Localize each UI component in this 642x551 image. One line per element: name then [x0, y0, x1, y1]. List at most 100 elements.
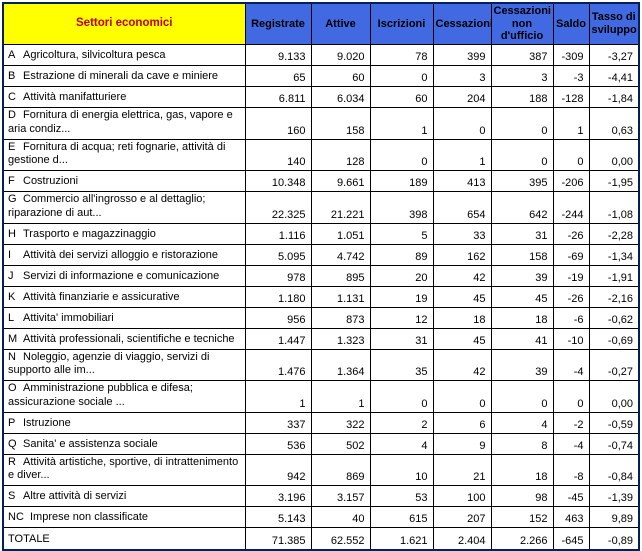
value-cell: 322: [310, 411, 371, 434]
sector-name: Attività finanziarie e assicurative: [23, 290, 180, 303]
table-row: S Altre attività di servizi 3.196 3.157 53 10…: [2, 485, 640, 507]
value-cell: 4: [369, 432, 434, 455]
table-row: L Attivita' immobiliari 956 873 12 18 18 -6 -0,6…: [2, 306, 640, 329]
sector-name: Fornitura di acqua; reti fognarie, attiv…: [8, 140, 226, 167]
sector-name: TOTALE: [8, 533, 50, 546]
value-cell: 41: [490, 327, 554, 350]
value-cell: 9.661: [310, 170, 371, 192]
sector-name: Amministrazione pubblica e difesa; assic…: [8, 382, 193, 408]
value-cell: 0: [490, 107, 554, 140]
value-cell: 2.404: [432, 527, 492, 551]
value-cell: 1.323: [310, 327, 371, 350]
value-cell: 5.143: [244, 506, 312, 528]
value-cell: 21.221: [310, 191, 371, 224]
value-cell: 18: [490, 453, 554, 486]
value-cell: -0,84: [588, 453, 640, 486]
sector-code: NC: [8, 511, 24, 524]
value-cell: -10: [552, 327, 590, 350]
sector-name: Estrazione di minerali da cave e miniere: [23, 70, 219, 83]
value-cell: 128: [310, 138, 371, 171]
value-cell: 0,00: [588, 380, 640, 413]
value-cell: 0: [552, 380, 590, 413]
sector-name: Attività professionali, scientifiche e t…: [23, 332, 235, 345]
table-row: A Agricoltura, silvicoltura pesca 9.133 9.0…: [2, 44, 640, 66]
value-cell: -0,89: [588, 527, 640, 551]
column-header-cessazioni-non-dufficio: Cessazioni non d'ufficio: [490, 2, 554, 45]
value-cell: 100: [432, 485, 492, 507]
table-row: D Fornitura di energia elettrica, gas, va…: [2, 107, 640, 140]
header-row: Settori economici Registrate Attive Iscr…: [2, 2, 640, 45]
sector-label: I Attività dei servizi alloggio e ristora…: [2, 243, 246, 266]
sector-label: E Fornitura di acqua; reti fognarie, atti…: [2, 138, 246, 171]
value-cell: 78: [369, 44, 434, 66]
value-cell: 1.476: [244, 348, 312, 381]
value-cell: 98: [490, 485, 554, 507]
value-cell: 1: [369, 107, 434, 140]
value-cell: 0: [490, 138, 554, 171]
value-cell: -26: [552, 222, 590, 245]
table-row: Q Sanita' e assistenza sociale 536 502 4 9 8 -4…: [2, 432, 640, 455]
value-cell: 3.196: [244, 485, 312, 507]
table-row: B Estrazione di minerali da cave e minier…: [2, 65, 640, 87]
value-cell: 9.133: [244, 44, 312, 66]
value-cell: 0: [369, 380, 434, 413]
column-header-tasso-di-sviluppo: Tasso di sviluppo: [588, 2, 640, 45]
value-cell: -69: [552, 243, 590, 266]
value-cell: 8: [490, 432, 554, 455]
table-row: NC Imprese non classificate 5.143 40 615 207 1…: [2, 506, 640, 528]
sector-label: N Noleggio, agenzie di viaggio, servizi d…: [2, 348, 246, 381]
sector-code: D: [8, 109, 16, 121]
sector-name: Attività manifatturiere: [23, 91, 127, 104]
sector-name: Servizi di informazione e comunicazione: [23, 269, 220, 282]
table-row: E Fornitura di acqua; reti fognarie, atti…: [2, 138, 640, 171]
value-cell: 207: [432, 506, 492, 528]
value-cell: -4: [552, 432, 590, 455]
value-cell: -1,95: [588, 170, 640, 192]
sector-name: Trasporto e magazzinaggio: [23, 227, 156, 240]
value-cell: 1.621: [369, 527, 434, 551]
sector-name: Attività dei servizi alloggio e ristoraz…: [23, 248, 219, 261]
sector-code: N: [8, 350, 16, 363]
sector-code: A: [8, 49, 16, 62]
sector-code: K: [8, 290, 16, 303]
sector-name: Istruzione: [23, 416, 71, 429]
value-cell: 4.742: [310, 243, 371, 266]
value-cell: 42: [432, 264, 492, 287]
value-cell: 40: [310, 506, 371, 528]
value-cell: -2: [552, 411, 590, 434]
sector-code: C: [8, 91, 16, 104]
value-cell: 19: [369, 285, 434, 308]
value-cell: 6.811: [244, 86, 312, 108]
sector-code: L: [8, 311, 15, 324]
value-cell: 62.552: [310, 527, 371, 551]
sector-label: M Attività professionali, scientifiche e …: [2, 327, 246, 350]
sector-label: TOTALE: [2, 527, 246, 551]
value-cell: -1,08: [588, 191, 640, 224]
sector-code: H: [8, 227, 16, 240]
column-header-iscrizioni: Iscrizioni: [369, 2, 434, 45]
value-cell: 18: [432, 306, 492, 329]
value-cell: 398: [369, 191, 434, 224]
value-cell: 189: [369, 170, 434, 192]
value-cell: 0: [432, 107, 492, 140]
value-cell: 1: [552, 107, 590, 140]
value-cell: 536: [244, 432, 312, 455]
value-cell: 895: [310, 264, 371, 287]
sector-code: O: [8, 382, 17, 394]
sector-name: Commercio all'ingrosso e al dettaglio; r…: [8, 193, 206, 219]
sector-label: R Attività artistiche, sportive, di intra…: [2, 453, 246, 486]
value-cell: 3: [490, 65, 554, 87]
value-cell: -206: [552, 170, 590, 192]
value-cell: -4: [552, 348, 590, 381]
sector-name: Sanita' e assistenza sociale: [23, 437, 158, 450]
value-cell: 6.034: [310, 86, 371, 108]
value-cell: 0: [369, 65, 434, 87]
value-cell: 35: [369, 348, 434, 381]
value-cell: -0,69: [588, 327, 640, 350]
value-cell: 387: [490, 44, 554, 66]
value-cell: 2.266: [490, 527, 554, 551]
value-cell: 158: [490, 243, 554, 266]
sector-name: Imprese non classificate: [30, 511, 148, 524]
value-cell: 152: [490, 506, 554, 528]
